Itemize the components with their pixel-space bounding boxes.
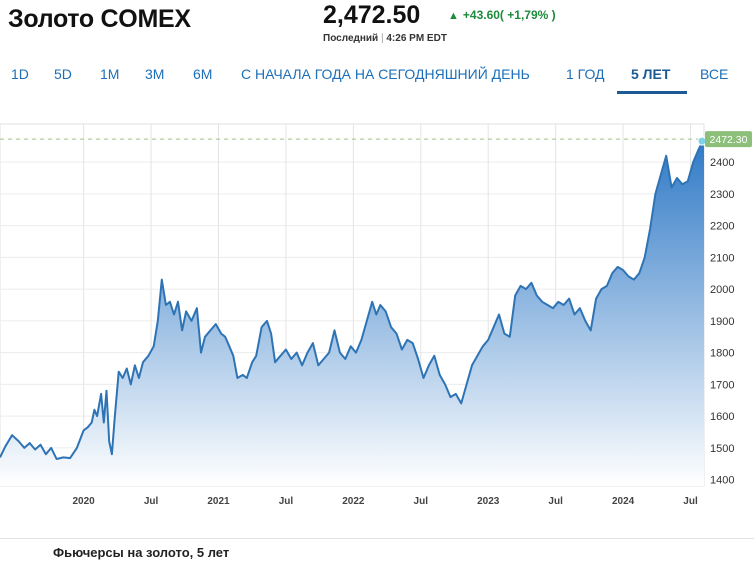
y-tick-label: 1400 xyxy=(710,475,734,487)
x-tick-label: Jul xyxy=(414,496,429,507)
y-tick-label: 1900 xyxy=(710,316,734,328)
divider xyxy=(0,538,754,539)
price-chart: 1400 1500 1600 1700 1800 1900 2000 2100 2200 2300… xyxy=(0,120,754,520)
tab-all[interactable]: ВСЕ xyxy=(700,66,729,82)
status-label: Последний xyxy=(323,33,379,44)
x-tick-label: 2020 xyxy=(72,496,95,507)
up-arrow-icon: ▲ xyxy=(448,10,459,22)
chart-svg: 1400 1500 1600 1700 1800 1900 2000 2100 2200 2300… xyxy=(0,123,752,507)
price-status: Последний | 4:26 PM EDT xyxy=(323,33,447,44)
last-price-badge-label: 2472.30 xyxy=(710,134,748,146)
y-tick-label: 1700 xyxy=(710,379,734,391)
x-tick-label: Jul xyxy=(548,496,563,507)
x-tick-label: 2021 xyxy=(207,496,230,507)
y-tick-label: 2200 xyxy=(710,221,734,233)
last-price: 2,472.50 xyxy=(323,1,421,29)
x-tick-label: Jul xyxy=(144,496,159,507)
x-tick-label: 2024 xyxy=(612,496,635,507)
tab-5d[interactable]: 5D xyxy=(54,66,72,82)
price-area xyxy=(0,139,704,486)
y-tick-label: 2100 xyxy=(710,252,734,264)
price-line xyxy=(0,138,705,460)
y-tick-label: 1500 xyxy=(710,443,734,455)
price-change-value: +43.60( +1,79% ) xyxy=(462,8,556,22)
y-tick-label: 1600 xyxy=(710,411,734,423)
y-tick-label: 1800 xyxy=(710,348,734,360)
tab-1y[interactable]: 1 ГОД xyxy=(566,66,605,82)
active-tab-indicator xyxy=(617,91,687,94)
x-axis: 2020 Jul 2021 Jul 2022 Jul 2023 Jul 2024 Jul xyxy=(72,496,697,507)
last-price-badge-box xyxy=(705,131,752,148)
range-tabs: 1D 5D 1M 3M 6M С НАЧАЛА ГОДА НА СЕГОДНЯШ… xyxy=(0,60,754,96)
tab-1m[interactable]: 1M xyxy=(100,66,120,82)
tab-3m[interactable]: 3M xyxy=(145,66,165,82)
y-tick-label: 2300 xyxy=(710,189,734,201)
page-title: Золото COMEX xyxy=(8,5,191,33)
tab-1d[interactable]: 1D xyxy=(11,66,29,82)
status-separator: | xyxy=(378,33,387,44)
tab-6m[interactable]: 6M xyxy=(193,66,213,82)
y-tick-label: 2400 xyxy=(710,157,734,169)
x-tick-label: Jul xyxy=(279,496,294,507)
x-tick-label: 2023 xyxy=(477,496,500,507)
x-tick-label: 2022 xyxy=(342,496,365,507)
chart-caption: Фьючерсы на золото, 5 лет xyxy=(53,545,230,560)
y-tick-label: 2000 xyxy=(710,284,734,296)
tab-5y[interactable]: 5 ЛЕТ xyxy=(631,66,671,82)
tab-ytd[interactable]: С НАЧАЛА ГОДА НА СЕГОДНЯШНИЙ ДЕНЬ xyxy=(241,66,530,82)
last-point-marker xyxy=(697,136,707,146)
last-price-badge: 2472.30 xyxy=(697,131,752,148)
price-change: ▲ +43.60( +1,79% ) xyxy=(448,8,556,22)
y-axis: 1400 1500 1600 1700 1800 1900 2000 2100 2200 2300… xyxy=(710,157,734,487)
x-tick-label: Jul xyxy=(683,496,698,507)
status-time: 4:26 PM EDT xyxy=(386,33,447,44)
